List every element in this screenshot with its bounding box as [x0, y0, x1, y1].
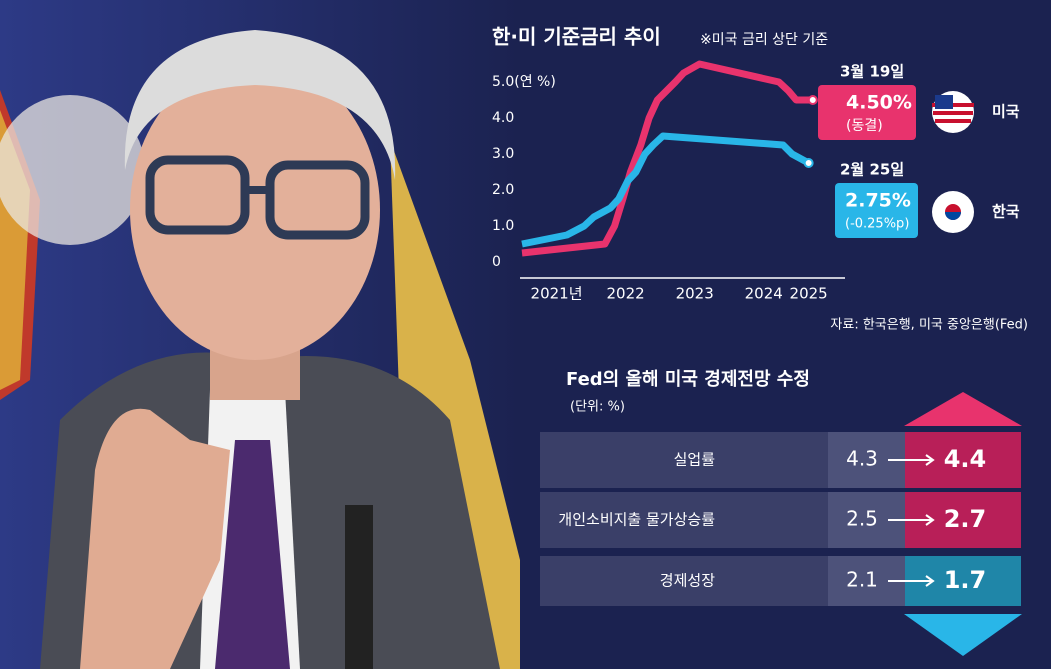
row-band — [540, 556, 828, 606]
y-tick-label: 5.0(연 %) — [492, 74, 556, 90]
callout-box — [835, 183, 918, 238]
rate-line — [521, 60, 813, 257]
row-label: 경제성장 — [660, 572, 715, 590]
y-tick-label: 3.0 — [492, 146, 514, 162]
row-band — [540, 492, 828, 548]
row-arrow — [888, 454, 935, 466]
end-marker — [807, 95, 818, 105]
kr-callout: 2월 25일 2.75% (-0.25%p) 한국 — [835, 161, 1020, 238]
y-tick-label: 0 — [492, 254, 501, 270]
row-label: 실업률 — [674, 451, 716, 469]
x-tick-label: 2023 — [676, 285, 714, 303]
row-arrow — [888, 514, 935, 526]
up-arrow — [904, 392, 1022, 426]
row-label: 개인소비지출 물가상승률 — [558, 511, 715, 529]
chart-title: 한·미 기준금리 추이 — [492, 25, 661, 49]
chart-subtitle: ※미국 금리 상단 기준 — [700, 32, 828, 48]
row-from: 2.5 — [846, 507, 878, 531]
annotation-value: 2.75% — [845, 190, 911, 212]
x-tick-label: 2022 — [607, 285, 645, 303]
y-tick-label: 4.0 — [492, 110, 514, 126]
down-arrow — [904, 614, 1022, 656]
forecast-unit: (단위: %) — [570, 400, 625, 415]
annotation-note: (-0.25%p) — [845, 217, 909, 232]
row-band — [540, 432, 828, 488]
row-to: 1.7 — [944, 566, 987, 594]
x-tick-label: 2025 — [790, 285, 828, 303]
rate-line — [521, 132, 811, 248]
row-to: 4.4 — [944, 445, 987, 473]
y-tick-label: 1.0 — [492, 218, 514, 234]
source: 자료: 한국은행, 미국 중앙은행(Fed) — [830, 317, 1028, 333]
callout-box — [818, 85, 916, 140]
annotation-value: 4.50% — [846, 92, 912, 114]
annotation-note: (동결) — [846, 118, 883, 134]
photo — [0, 0, 520, 669]
x-tick-label: 2021년 — [531, 285, 583, 303]
row-from: 2.1 — [846, 568, 878, 592]
end-marker — [803, 158, 814, 168]
annotation-date: 2월 25일 — [840, 161, 904, 179]
y-tick-label: 2.0 — [492, 182, 514, 198]
legend-label: 한국 — [992, 203, 1020, 221]
annotation-date: 3월 19일 — [840, 63, 904, 81]
row-arrow — [888, 575, 935, 587]
us-callout: 3월 19일 4.50% (동결) 미국 — [818, 63, 1020, 140]
x-tick-label: 2024 — [745, 285, 783, 303]
row-to: 2.7 — [944, 505, 987, 533]
forecast-panel: Fed의 올해 미국 경제전망 수정 (단위: %) — [566, 369, 1022, 656]
legend-label: 미국 — [992, 103, 1020, 121]
forecast-title: Fed의 올해 미국 경제전망 수정 — [566, 369, 810, 390]
row-from: 4.3 — [846, 447, 878, 471]
